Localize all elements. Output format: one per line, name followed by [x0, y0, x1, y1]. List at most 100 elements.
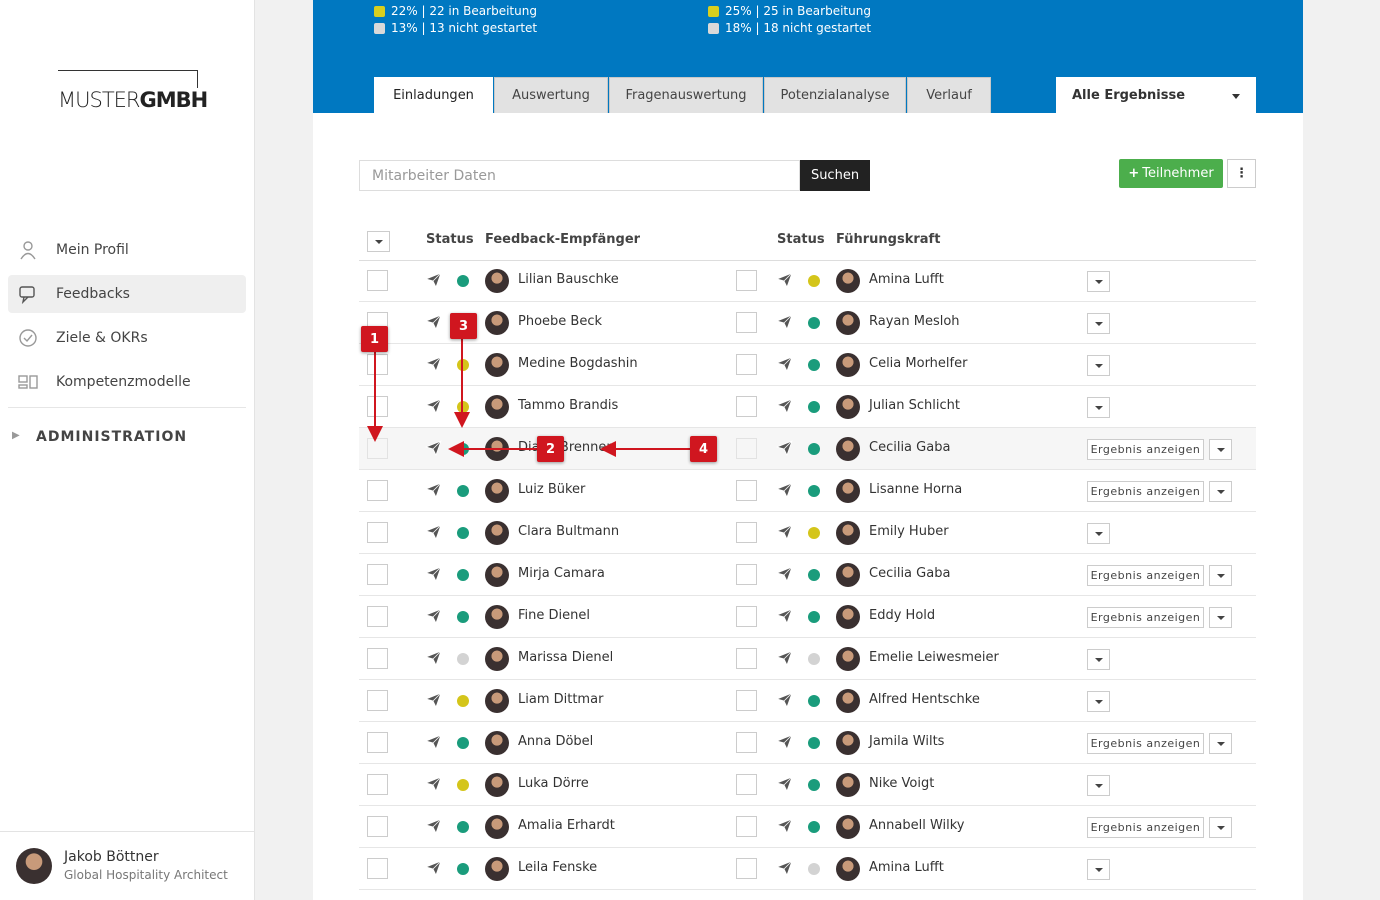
send-icon[interactable]: [424, 608, 442, 628]
row-dropdown[interactable]: [1087, 649, 1110, 670]
search-button[interactable]: Suchen: [800, 160, 870, 191]
row-checkbox[interactable]: [367, 858, 388, 879]
recipient-name[interactable]: Amalia Erhardt: [518, 818, 615, 833]
manager-name[interactable]: Annabell Wilky: [869, 818, 965, 833]
manager-name[interactable]: Amina Lufft: [869, 272, 944, 287]
send-icon[interactable]: [775, 482, 793, 502]
tab[interactable]: Fragenauswertung: [609, 77, 763, 113]
row-checkbox[interactable]: [736, 480, 757, 501]
row-checkbox[interactable]: [736, 312, 757, 333]
manager-name[interactable]: Celia Morhelfer: [869, 356, 968, 371]
row-dropdown[interactable]: [1209, 733, 1232, 754]
row-checkbox[interactable]: [367, 522, 388, 543]
nav-item[interactable]: Kompetenzmodelle: [8, 363, 246, 401]
add-participant-button[interactable]: + Teilnehmer: [1119, 159, 1223, 188]
nav-item[interactable]: Mein Profil: [8, 231, 246, 269]
expand-icon[interactable]: ▶: [12, 430, 20, 441]
send-icon[interactable]: [424, 398, 442, 418]
row-checkbox[interactable]: [736, 690, 757, 711]
user-avatar[interactable]: [16, 848, 52, 884]
send-icon[interactable]: [775, 356, 793, 376]
row-checkbox[interactable]: [367, 480, 388, 501]
row-checkbox[interactable]: [367, 270, 388, 291]
row-checkbox[interactable]: [367, 396, 388, 417]
result-button[interactable]: Ergebnis anzeigen: [1087, 817, 1204, 838]
row-dropdown[interactable]: [1087, 313, 1110, 334]
manager-name[interactable]: Cecilia Gaba: [869, 566, 951, 581]
row-checkbox[interactable]: [736, 774, 757, 795]
row-checkbox[interactable]: [367, 774, 388, 795]
row-checkbox[interactable]: [736, 648, 757, 669]
row-checkbox[interactable]: [736, 858, 757, 879]
manager-name[interactable]: Cecilia Gaba: [869, 440, 951, 455]
tab[interactable]: Verlauf: [907, 77, 991, 113]
row-dropdown[interactable]: [1209, 439, 1232, 460]
result-button[interactable]: Ergebnis anzeigen: [1087, 481, 1204, 502]
row-dropdown[interactable]: [1087, 859, 1110, 880]
more-button[interactable]: ⋮: [1227, 159, 1256, 188]
row-dropdown[interactable]: [1209, 481, 1232, 502]
send-icon[interactable]: [424, 566, 442, 586]
result-button[interactable]: Ergebnis anzeigen: [1087, 439, 1204, 460]
result-button[interactable]: Ergebnis anzeigen: [1087, 607, 1204, 628]
send-icon[interactable]: [775, 440, 793, 460]
section-title[interactable]: ADMINISTRATION: [36, 429, 188, 445]
row-checkbox[interactable]: [736, 732, 757, 753]
send-icon[interactable]: [424, 440, 442, 460]
row-checkbox[interactable]: [736, 396, 757, 417]
result-button[interactable]: Ergebnis anzeigen: [1087, 565, 1204, 586]
recipient-name[interactable]: Clara Bultmann: [518, 524, 620, 539]
row-checkbox[interactable]: [367, 564, 388, 585]
send-icon[interactable]: [775, 566, 793, 586]
row-dropdown[interactable]: [1087, 523, 1110, 544]
send-icon[interactable]: [424, 356, 442, 376]
row-dropdown[interactable]: [1087, 775, 1110, 796]
send-icon[interactable]: [775, 650, 793, 670]
manager-name[interactable]: Amina Lufft: [869, 860, 944, 875]
send-icon[interactable]: [424, 314, 442, 334]
user-name[interactable]: Jakob Böttner: [64, 849, 159, 865]
result-button[interactable]: Ergebnis anzeigen: [1087, 733, 1204, 754]
manager-name[interactable]: Jamila Wilts: [869, 734, 945, 749]
manager-name[interactable]: Emelie Leiwesmeier: [869, 650, 999, 665]
row-checkbox[interactable]: [367, 606, 388, 627]
manager-name[interactable]: Lisanne Horna: [869, 482, 963, 497]
recipient-name[interactable]: Leila Fenske: [518, 860, 598, 875]
filter-select[interactable]: Alle Ergebnisse: [1056, 77, 1256, 113]
recipient-name[interactable]: Anna Döbel: [518, 734, 594, 749]
row-checkbox[interactable]: [736, 522, 757, 543]
row-checkbox[interactable]: [367, 732, 388, 753]
row-dropdown[interactable]: [1087, 691, 1110, 712]
recipient-name[interactable]: Luka Dörre: [518, 776, 589, 791]
search-input[interactable]: Mitarbeiter Daten: [359, 160, 800, 191]
send-icon[interactable]: [775, 692, 793, 712]
row-checkbox[interactable]: [367, 648, 388, 669]
send-icon[interactable]: [424, 860, 442, 880]
column-header[interactable]: Führungskraft: [836, 232, 941, 247]
send-icon[interactable]: [424, 650, 442, 670]
send-icon[interactable]: [775, 776, 793, 796]
select-all-dropdown[interactable]: [367, 231, 390, 252]
tab[interactable]: Potenzialanalyse: [764, 77, 906, 113]
row-dropdown[interactable]: [1209, 817, 1232, 838]
manager-name[interactable]: Emily Huber: [869, 524, 949, 539]
recipient-name[interactable]: Mirja Camara: [518, 566, 605, 581]
send-icon[interactable]: [424, 818, 442, 838]
send-icon[interactable]: [775, 314, 793, 334]
row-dropdown[interactable]: [1087, 355, 1110, 376]
row-checkbox[interactable]: [367, 816, 388, 837]
send-icon[interactable]: [424, 524, 442, 544]
row-checkbox[interactable]: [736, 564, 757, 585]
send-icon[interactable]: [424, 734, 442, 754]
row-checkbox[interactable]: [736, 438, 757, 459]
row-dropdown[interactable]: [1209, 607, 1232, 628]
nav-item[interactable]: Feedbacks: [8, 275, 246, 313]
recipient-name[interactable]: Medine Bogdashin: [518, 356, 638, 371]
send-icon[interactable]: [775, 734, 793, 754]
recipient-name[interactable]: Fine Dienel: [518, 608, 590, 623]
row-dropdown[interactable]: [1087, 397, 1110, 418]
manager-name[interactable]: Eddy Hold: [869, 608, 936, 623]
send-icon[interactable]: [775, 860, 793, 880]
recipient-name[interactable]: Tammo Brandis: [518, 398, 619, 413]
row-dropdown[interactable]: [1087, 271, 1110, 292]
